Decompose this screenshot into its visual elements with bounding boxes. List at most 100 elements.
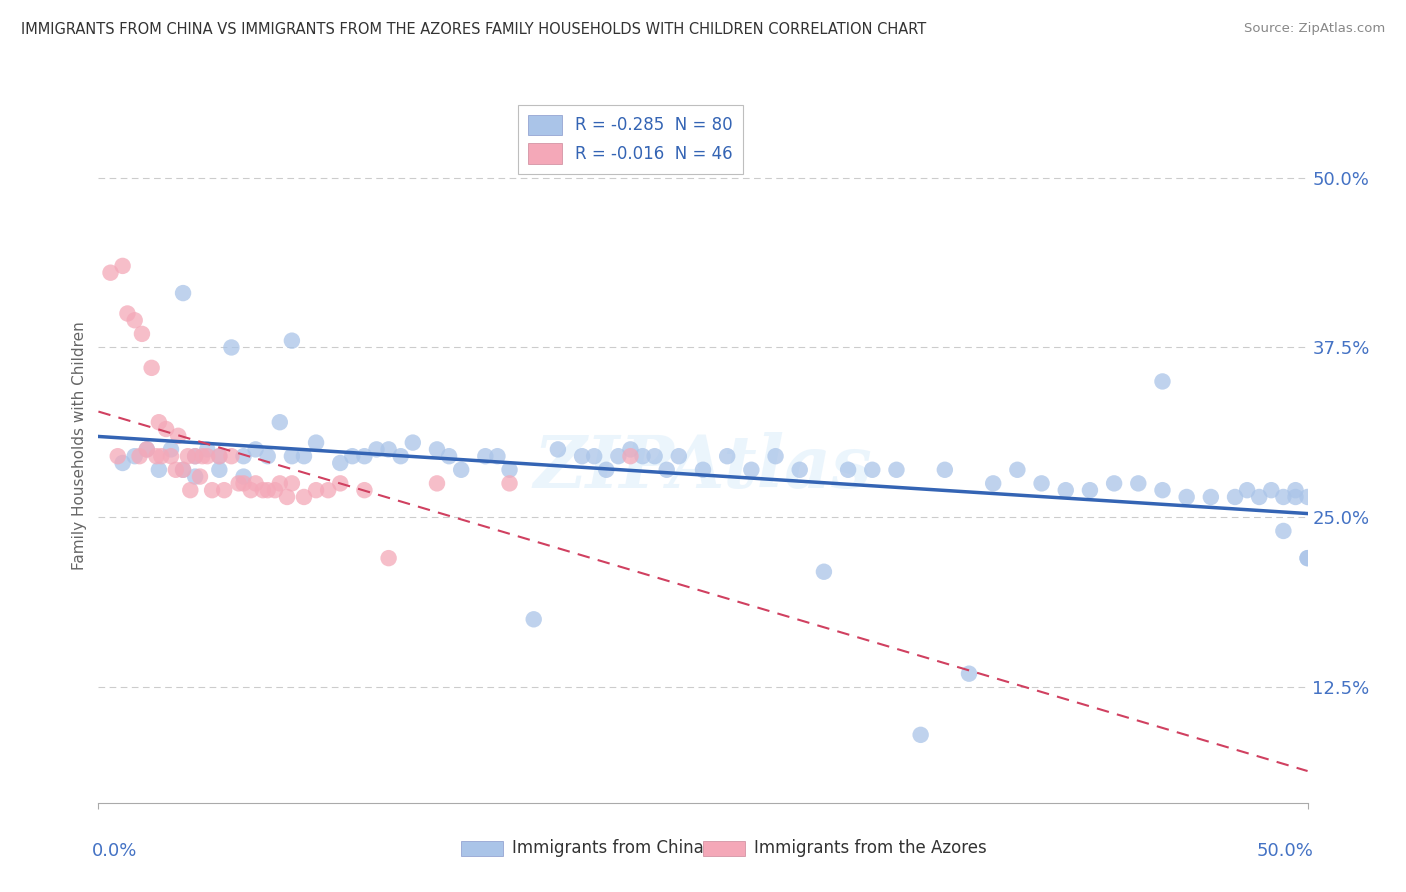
Point — [245, 442, 267, 457]
Point — [607, 449, 630, 463]
Point — [201, 483, 224, 498]
Point — [208, 449, 231, 463]
Point — [100, 266, 122, 280]
Point — [239, 483, 262, 498]
Point — [619, 442, 641, 457]
FancyBboxPatch shape — [703, 840, 745, 856]
Text: ZIPAtlas: ZIPAtlas — [534, 432, 872, 503]
Point — [292, 490, 315, 504]
Point — [1296, 551, 1319, 566]
Point — [228, 476, 250, 491]
Point — [232, 449, 254, 463]
Point — [450, 463, 472, 477]
Point — [184, 469, 207, 483]
Point — [389, 449, 412, 463]
Point — [128, 449, 150, 463]
Point — [256, 483, 278, 498]
Point — [377, 551, 399, 566]
Point — [165, 463, 187, 477]
Point — [595, 463, 617, 477]
Point — [172, 463, 194, 477]
Point — [1054, 483, 1077, 498]
Text: Immigrants from China: Immigrants from China — [512, 838, 703, 856]
Point — [172, 463, 194, 477]
Point — [245, 476, 267, 491]
Point — [644, 449, 666, 463]
Point — [716, 449, 738, 463]
Point — [740, 463, 762, 477]
Text: IMMIGRANTS FROM CHINA VS IMMIGRANTS FROM THE AZORES FAMILY HOUSEHOLDS WITH CHILD: IMMIGRANTS FROM CHINA VS IMMIGRANTS FROM… — [21, 22, 927, 37]
Point — [1128, 476, 1150, 491]
Point — [264, 483, 287, 498]
Point — [191, 449, 214, 463]
Point — [1102, 476, 1125, 491]
Point — [342, 449, 364, 463]
Point — [195, 442, 218, 457]
Point — [486, 449, 509, 463]
Point — [124, 449, 146, 463]
Point — [177, 449, 200, 463]
Point — [281, 449, 304, 463]
Point — [1272, 524, 1295, 538]
Point — [571, 449, 593, 463]
Point — [329, 456, 352, 470]
Point — [631, 449, 654, 463]
Point — [195, 449, 218, 463]
Point — [837, 463, 859, 477]
Point — [1249, 490, 1271, 504]
Point — [426, 476, 449, 491]
Point — [232, 476, 254, 491]
Point — [1272, 490, 1295, 504]
Point — [148, 415, 170, 429]
Point — [1007, 463, 1029, 477]
Point — [160, 449, 183, 463]
Point — [1175, 490, 1198, 504]
Point — [1199, 490, 1222, 504]
Point — [269, 415, 291, 429]
Point — [172, 286, 194, 301]
Point — [256, 449, 278, 463]
Point — [155, 422, 177, 436]
Point — [145, 449, 167, 463]
Point — [957, 666, 980, 681]
Point — [150, 449, 173, 463]
Point — [316, 483, 339, 498]
Point — [167, 429, 190, 443]
Text: Source: ZipAtlas.com: Source: ZipAtlas.com — [1244, 22, 1385, 36]
Point — [160, 442, 183, 457]
Point — [1296, 551, 1319, 566]
Point — [402, 435, 425, 450]
Point — [426, 442, 449, 457]
Point — [221, 449, 243, 463]
Point — [1284, 483, 1306, 498]
Point — [148, 463, 170, 477]
Point — [179, 483, 201, 498]
Point — [111, 259, 134, 273]
Point — [281, 334, 304, 348]
Point — [252, 483, 274, 498]
Point — [117, 306, 139, 320]
Point — [269, 476, 291, 491]
Point — [135, 442, 157, 457]
Text: Immigrants from the Azores: Immigrants from the Azores — [754, 838, 987, 856]
Point — [1296, 490, 1319, 504]
Text: 0.0%: 0.0% — [93, 842, 138, 860]
Point — [212, 483, 235, 498]
Point — [135, 442, 157, 457]
Point — [305, 435, 328, 450]
Point — [813, 565, 835, 579]
Legend: R = -0.285  N = 80, R = -0.016  N = 46: R = -0.285 N = 80, R = -0.016 N = 46 — [519, 104, 742, 174]
Point — [208, 463, 231, 477]
Point — [124, 313, 146, 327]
Point — [523, 612, 546, 626]
Point — [131, 326, 153, 341]
Point — [111, 456, 134, 470]
Point — [292, 449, 315, 463]
Point — [1152, 375, 1174, 389]
Point — [184, 449, 207, 463]
Point — [692, 463, 714, 477]
Point — [366, 442, 388, 457]
Point — [1152, 483, 1174, 498]
Point — [981, 476, 1004, 491]
Point — [276, 490, 298, 504]
